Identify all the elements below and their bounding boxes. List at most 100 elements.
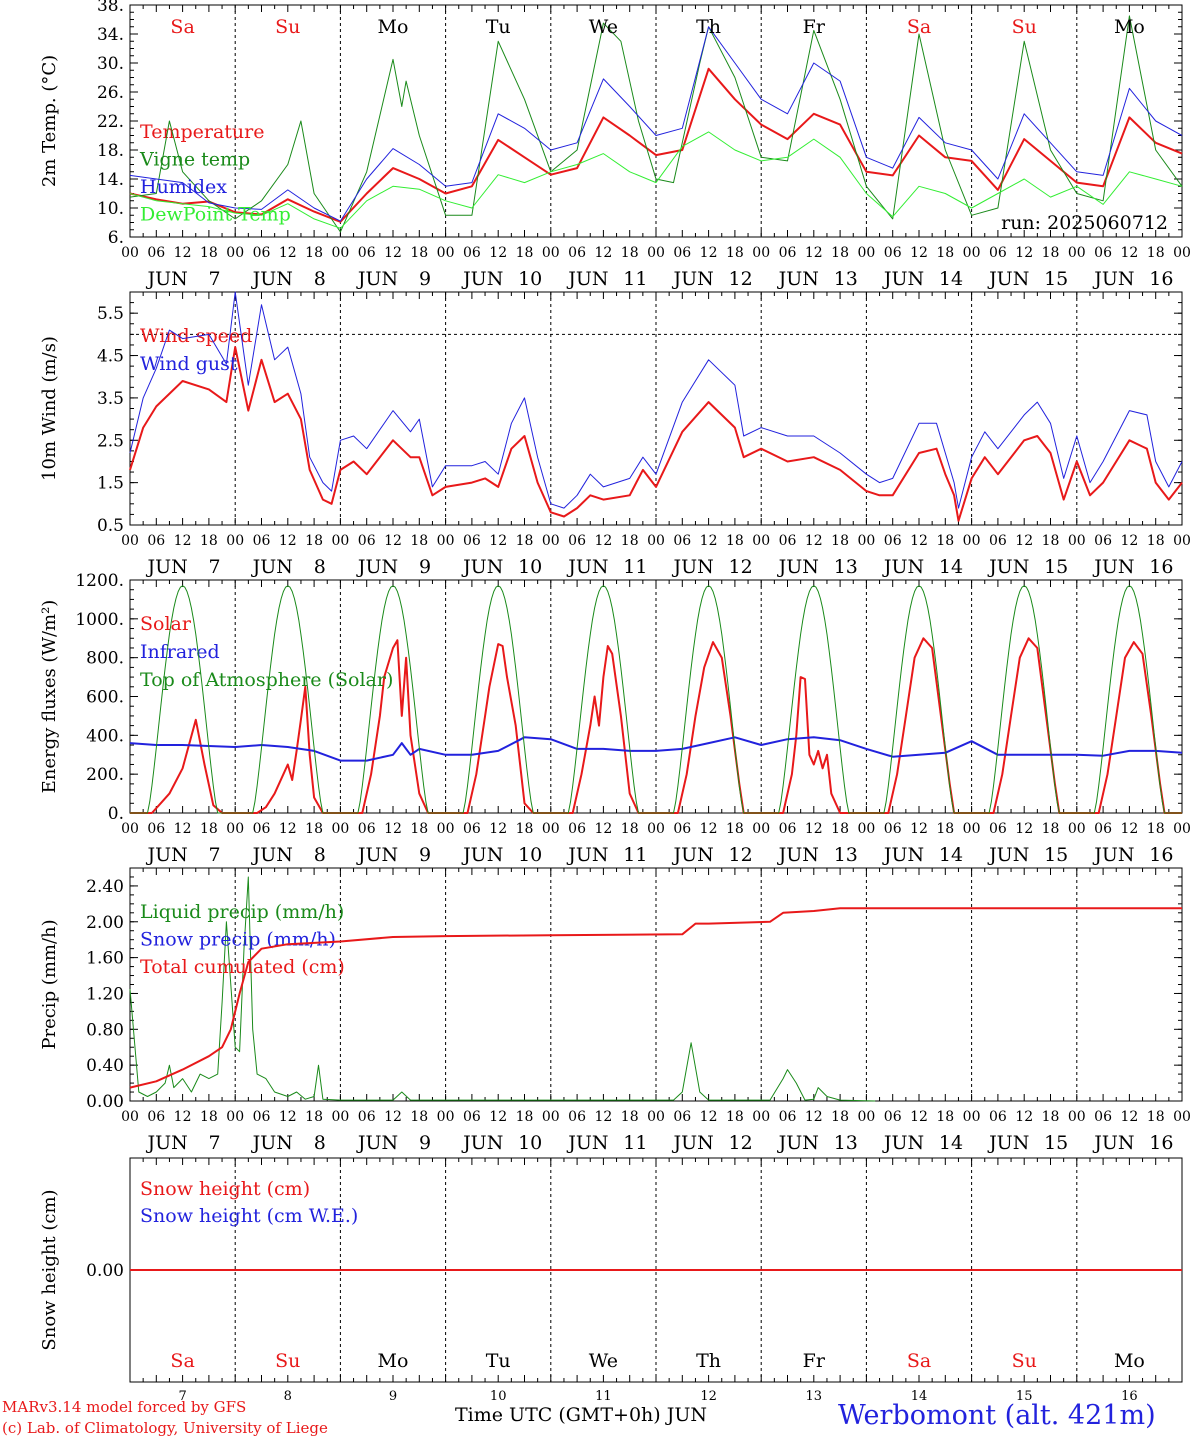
temp-hour-label: 12 bbox=[700, 245, 718, 261]
wind-date-label: 9 bbox=[419, 556, 431, 578]
energy-hour-label: 12 bbox=[594, 821, 612, 837]
temp-hour-label: 12 bbox=[384, 245, 402, 261]
temp-hour-label: 06 bbox=[1094, 245, 1112, 261]
temp-date-label: 15 bbox=[1044, 268, 1068, 290]
wind-date-label: 16 bbox=[1149, 556, 1173, 578]
temp-date-label: 8 bbox=[314, 268, 326, 290]
temp-hour-label: 00 bbox=[331, 245, 349, 261]
energy-hour-label: 12 bbox=[279, 821, 297, 837]
bottom-day-number: 7 bbox=[178, 1389, 186, 1404]
temp-hour-label: 18 bbox=[516, 245, 534, 261]
energy-legend-item: Infrared bbox=[140, 641, 220, 663]
temp-hour-label: 12 bbox=[174, 245, 192, 261]
energy-hour-label: 18 bbox=[831, 821, 849, 837]
temp-series-line bbox=[129, 67, 1183, 223]
temp-date-label: 14 bbox=[939, 268, 963, 290]
temp-series-line bbox=[129, 26, 1183, 222]
wind-hour-label: 00 bbox=[331, 533, 349, 549]
precip-hour-label: 06 bbox=[673, 1109, 691, 1125]
temp-legend-item: DewPoint Temp bbox=[140, 204, 291, 226]
top-day-label: Th bbox=[696, 16, 721, 38]
precip-month-label: JUN bbox=[461, 1132, 503, 1154]
wind-month-label: JUN bbox=[461, 556, 503, 578]
precip-hour-label: 18 bbox=[1147, 1109, 1165, 1125]
bottom-day-label: Sa bbox=[907, 1350, 931, 1372]
precip-hour-label: 18 bbox=[936, 1109, 954, 1125]
energy-y-tick-label: 1000. bbox=[75, 610, 124, 630]
energy-hour-label: 18 bbox=[516, 821, 534, 837]
top-day-label: Sa bbox=[170, 16, 194, 38]
precip-hour-label: 06 bbox=[358, 1109, 376, 1125]
temp-month-label: JUN bbox=[987, 268, 1029, 290]
temp-legend-item: Humidex bbox=[140, 176, 227, 198]
precip-hour-label: 00 bbox=[647, 1109, 665, 1125]
precip-date-label: 8 bbox=[314, 1132, 326, 1154]
energy-series-line bbox=[130, 585, 1182, 814]
wind-y-tick-label: 1.5 bbox=[97, 474, 124, 494]
precip-y-axis-label: Precip (mm/h) bbox=[39, 919, 60, 1049]
precip-hour-label: 00 bbox=[121, 1109, 139, 1125]
wind-date-label: 7 bbox=[209, 556, 221, 578]
wind-hour-label: 12 bbox=[1120, 533, 1138, 549]
energy-date-label: 14 bbox=[939, 844, 963, 866]
wind-month-label: JUN bbox=[356, 556, 398, 578]
bottom-day-label: Tu bbox=[486, 1350, 511, 1372]
temp-month-label: JUN bbox=[1092, 268, 1134, 290]
energy-month-label: JUN bbox=[566, 844, 608, 866]
run-label: run: 2025060712 bbox=[1001, 212, 1168, 234]
precip-hour-label: 12 bbox=[700, 1109, 718, 1125]
wind-month-label: JUN bbox=[145, 556, 187, 578]
temp-y-tick-label: 26. bbox=[97, 83, 124, 103]
precip-y-tick-label: 1.60 bbox=[86, 949, 124, 969]
energy-month-label: JUN bbox=[882, 844, 924, 866]
temp-hour-label: 06 bbox=[568, 245, 586, 261]
precip-hour-label: 18 bbox=[200, 1109, 218, 1125]
precip-y-tick-label: 0.40 bbox=[86, 1056, 124, 1076]
precip-hour-label: 12 bbox=[910, 1109, 928, 1125]
wind-hour-label: 12 bbox=[805, 533, 823, 549]
temp-hour-label: 06 bbox=[989, 245, 1007, 261]
wind-hour-label: 18 bbox=[726, 533, 744, 549]
precip-hour-label: 06 bbox=[147, 1109, 165, 1125]
temp-hour-label: 12 bbox=[1015, 245, 1033, 261]
wind-date-label: 13 bbox=[834, 556, 858, 578]
wind-hour-label: 00 bbox=[1068, 533, 1086, 549]
precip-hour-label: 00 bbox=[542, 1109, 560, 1125]
bottom-day-label: Sa bbox=[170, 1350, 194, 1372]
temp-hour-label: 00 bbox=[121, 245, 139, 261]
wind-hour-label: 06 bbox=[989, 533, 1007, 549]
temp-y-tick-label: 14. bbox=[97, 170, 124, 190]
wind-month-label: JUN bbox=[671, 556, 713, 578]
temp-hour-label: 12 bbox=[489, 245, 507, 261]
precip-month-label: JUN bbox=[777, 1132, 819, 1154]
top-day-label: Su bbox=[1012, 16, 1037, 38]
bottom-day-label: Th bbox=[696, 1350, 721, 1372]
energy-hour-label: 00 bbox=[647, 821, 665, 837]
precip-date-label: 9 bbox=[419, 1132, 431, 1154]
energy-hour-label: 12 bbox=[489, 821, 507, 837]
wind-month-label: JUN bbox=[566, 556, 608, 578]
energy-date-label: 15 bbox=[1044, 844, 1068, 866]
energy-legend-item: Solar bbox=[140, 613, 192, 635]
temp-y-tick-label: 6. bbox=[108, 228, 124, 248]
precip-date-label: 16 bbox=[1149, 1132, 1173, 1154]
temp-hour-label: 00 bbox=[647, 245, 665, 261]
energy-y-tick-label: 1200. bbox=[75, 571, 124, 591]
precip-series-line bbox=[129, 907, 1182, 1089]
temp-y-tick-label: 38. bbox=[97, 0, 124, 16]
precip-date-label: 14 bbox=[939, 1132, 963, 1154]
precip-hour-label: 06 bbox=[463, 1109, 481, 1125]
temp-hour-label: 18 bbox=[936, 245, 954, 261]
precip-legend-item: Liquid precip (mm/h) bbox=[140, 901, 344, 923]
energy-y-tick-label: 0. bbox=[108, 804, 124, 824]
temp-hour-label: 06 bbox=[358, 245, 376, 261]
temp-hour-label: 12 bbox=[805, 245, 823, 261]
energy-hour-label: 00 bbox=[437, 821, 455, 837]
precip-y-tick-label: 0.80 bbox=[86, 1020, 124, 1040]
wind-month-label: JUN bbox=[987, 556, 1029, 578]
energy-legend-item: Top of Atmosphere (Solar) bbox=[140, 669, 393, 691]
bottom-day-label: Su bbox=[275, 1350, 300, 1372]
temp-hour-label: 06 bbox=[884, 245, 902, 261]
temp-hour-label: 18 bbox=[1147, 245, 1165, 261]
station-label: Werbomont (alt. 421m) bbox=[838, 1400, 1156, 1431]
